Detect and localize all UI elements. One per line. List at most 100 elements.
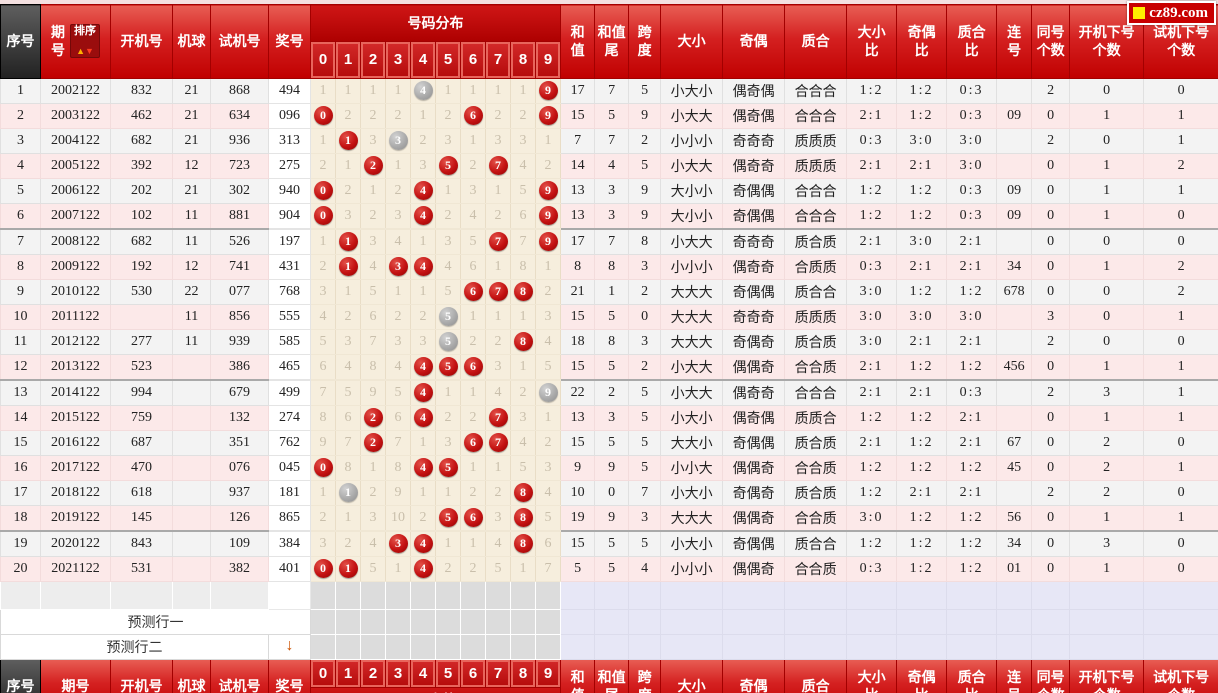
col-footer-parity: 奇偶 <box>722 658 786 693</box>
prize-ball: 7 <box>488 282 508 302</box>
cell-period: 2014122 <box>40 379 111 406</box>
digit-header-1: 1 <box>335 40 361 79</box>
cell-prime: 合质质 <box>784 253 848 280</box>
cell-span: 5 <box>628 379 662 406</box>
dist-cell-4: 4 <box>410 404 436 431</box>
dist-cell-1: 8 <box>335 454 361 481</box>
dist-cell-5: 1 <box>435 530 461 557</box>
dist-cell-8: 4 <box>510 429 536 456</box>
cell-span: 5 <box>628 454 662 481</box>
cell-same: 0 <box>1031 202 1071 230</box>
sort-asc-icon[interactable]: ▲ <box>76 46 85 57</box>
cell-period: 2012122 <box>40 328 111 355</box>
sort-control[interactable]: 排序 ▲▼ <box>70 24 100 59</box>
col-footer-parity-ratio: 奇偶 比 <box>896 658 948 693</box>
cell-prime_ratio: 0:3 <box>946 379 998 406</box>
cell-consec <box>996 127 1033 154</box>
dist-cell-5: 3 <box>435 429 461 456</box>
cell-prize: 555 <box>268 303 311 330</box>
prize-ball: 9 <box>538 206 558 226</box>
cell-sum: 18 <box>560 328 596 355</box>
cell-trial: 076 <box>210 454 269 481</box>
col-header-size-ratio: 大小 比 <box>846 4 898 79</box>
col-header-period: 期 号 排序 ▲▼ <box>40 4 111 79</box>
filler-cell <box>0 580 41 610</box>
dist-cell-3: 1 <box>385 152 411 179</box>
dist-cell-5: 3 <box>435 127 461 154</box>
dist-cell-3: 9 <box>385 479 411 506</box>
col-footer-trend: 号码走势图 <box>309 686 562 693</box>
dist-cell-1: 2 <box>335 530 361 557</box>
cell-tail: 3 <box>594 202 630 230</box>
prize-ball: 9 <box>538 232 558 252</box>
prize-ball: 7 <box>488 408 508 428</box>
prize-ball: 3 <box>388 257 408 277</box>
digit-footer-0: 0 <box>310 658 336 688</box>
dist-cell-4: 4 <box>410 177 436 204</box>
sort-desc-icon[interactable]: ▼ <box>85 46 94 57</box>
cell-prize: 431 <box>268 253 311 280</box>
dist-cell-2: 4 <box>360 530 386 557</box>
dist-cell-3: 1 <box>385 77 411 104</box>
cell-same: 2 <box>1031 479 1071 506</box>
cell-open: 530 <box>110 278 173 305</box>
prize-ball: 2 <box>363 433 383 453</box>
prize-ball: 5 <box>438 357 458 377</box>
filler-cell <box>360 608 386 635</box>
cell-span: 5 <box>628 404 662 431</box>
dist-cell-8: 1 <box>510 303 536 330</box>
cell-size_ratio: 2:1 <box>846 228 898 255</box>
cell-tail: 1 <box>594 278 630 305</box>
dist-cell-0: 5 <box>310 328 336 355</box>
prize-ball: 8 <box>513 332 533 352</box>
cell-sum: 21 <box>560 278 596 305</box>
dist-cell-7: 3 <box>485 353 511 381</box>
filler-cell <box>268 580 311 610</box>
cell-period: 2003122 <box>40 102 111 129</box>
dist-cell-4: 4 <box>410 77 436 104</box>
col-header-machine: 机球 <box>172 4 211 79</box>
dist-cell-9: 3 <box>534 303 562 330</box>
dist-cell-1: 6 <box>335 404 361 431</box>
dist-cell-2: 9 <box>360 379 386 406</box>
dist-cell-6: 2 <box>460 479 486 506</box>
cell-prize: 865 <box>268 504 311 532</box>
cell-tail: 5 <box>594 530 630 557</box>
cell-parity: 奇奇奇 <box>722 303 786 330</box>
predict-row-2-label[interactable]: 预测行二 <box>0 633 269 660</box>
dist-cell-2: 2 <box>360 102 386 129</box>
table-row: 2 2003122 462 21 634 096 0 2 2 2 1 2 6 2 2 9 15 5 9 小大大 偶奇偶合… <box>0 102 1218 129</box>
dist-cell-8: 2 <box>510 379 536 406</box>
site-logo[interactable]: cz89.com <box>1127 1 1216 25</box>
cell-prime_ratio: 1:2 <box>946 555 998 582</box>
prize-ball: 9 <box>538 106 558 126</box>
cell-machine: 22 <box>172 278 211 305</box>
dist-cell-6: 5 <box>460 228 486 255</box>
prize-ball: 8 <box>513 483 533 503</box>
dist-cell-8: 1 <box>510 77 536 104</box>
dist-cell-7: 1 <box>485 253 511 280</box>
cell-parity: 偶奇奇 <box>722 379 786 406</box>
cell-prime_ratio: 0:3 <box>946 102 998 129</box>
dist-cell-3: 2 <box>385 303 411 330</box>
predict-row-2: 预测行二 ↓ <box>0 633 1218 660</box>
expand-arrow-icon[interactable]: ↓ <box>285 637 294 655</box>
cell-period: 2008122 <box>40 228 111 255</box>
cell-size: 小大小 <box>660 404 724 431</box>
digit-footer-6: 6 <box>460 658 486 688</box>
cell-parity_ratio: 1:2 <box>896 454 948 481</box>
dist-cell-1: 1 <box>335 127 361 154</box>
predict-row-1-label[interactable]: 预测行一 <box>0 608 311 635</box>
dist-cell-4: 4 <box>410 202 436 230</box>
cell-size_ratio: 1:2 <box>846 177 898 204</box>
cell-prime: 合合质 <box>784 555 848 582</box>
digit-footer-2: 2 <box>360 658 386 688</box>
trend-rows: 1 2002122 832 21 868 494 1 1 1 1 4 1 1 1 1 9 17 7 5 小大小 偶奇偶合… <box>0 77 1218 582</box>
cell-size: 小大大 <box>660 102 724 129</box>
cell-parity_ratio: 1:2 <box>896 353 948 381</box>
dist-cell-7: 2 <box>485 479 511 506</box>
cell-parity_ratio: 1:2 <box>896 555 948 582</box>
prize-ball: 2 <box>363 408 383 428</box>
cell-open_next: 1 <box>1069 504 1145 532</box>
filler-cell <box>360 580 386 610</box>
